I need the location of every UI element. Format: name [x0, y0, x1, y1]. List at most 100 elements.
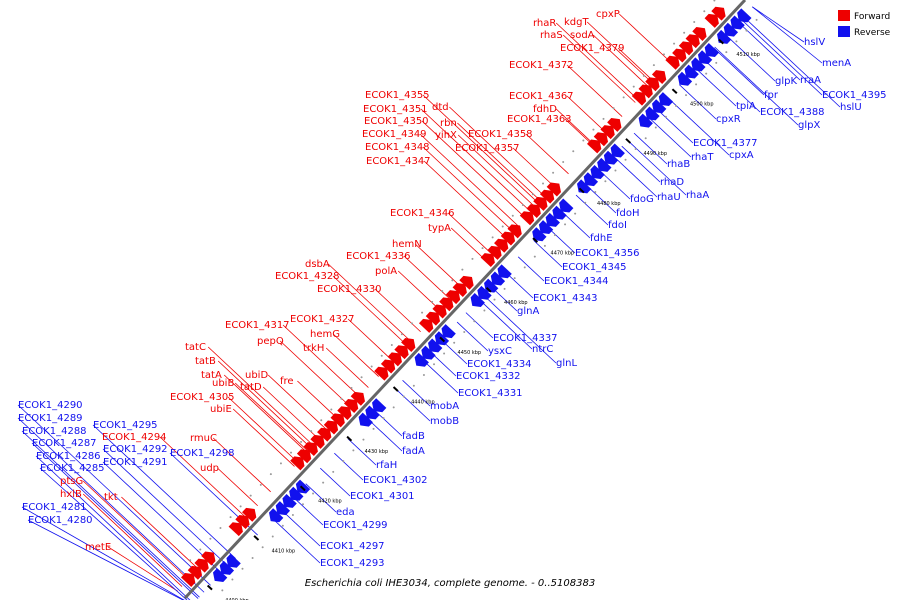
- forward-gene: [337, 406, 352, 421]
- scale-dot: [501, 225, 504, 228]
- reverse-gene: [583, 172, 599, 187]
- scale-dot: [350, 387, 353, 390]
- scale-dot: [291, 513, 294, 516]
- scale-dot: [269, 473, 272, 476]
- gene-label: metE: [85, 542, 111, 553]
- scale-tick-mark: [392, 386, 399, 392]
- scale-tick-label: 4470 kbp: [551, 250, 575, 256]
- scale-dot: [745, 29, 748, 32]
- gene-label: ECOK1_4327: [290, 314, 355, 325]
- label-leader-line: [82, 493, 183, 587]
- label-leader-line: [267, 374, 329, 432]
- label-leader-line: [648, 117, 692, 158]
- reverse-gene: [610, 143, 625, 158]
- label-leader-line: [627, 139, 687, 196]
- forward-gene: [180, 573, 196, 587]
- label-leader-line: [320, 467, 351, 497]
- forward-gene: [586, 139, 602, 154]
- gene-label: glpK: [775, 76, 797, 87]
- label-leader-line: [482, 294, 557, 364]
- scale-dot: [634, 147, 637, 150]
- gene-label: fpr: [764, 90, 779, 101]
- scale-dot: [199, 548, 202, 551]
- label-leader-line: [555, 108, 596, 146]
- gene-label: ECOK1_4288: [22, 426, 87, 437]
- label-leader-line: [102, 461, 223, 574]
- label-leader-line: [612, 155, 658, 198]
- scale-dot: [552, 171, 555, 174]
- scale-dot: [683, 31, 686, 34]
- gene-label: dsbA: [305, 259, 330, 270]
- label-leader-line: [456, 321, 489, 352]
- scale-dot: [473, 320, 476, 323]
- label-leader-line: [17, 417, 205, 593]
- forward-gene: [439, 297, 454, 312]
- gene-label: ECOK1_4363: [507, 114, 572, 125]
- gene-label: glpX: [798, 120, 820, 131]
- gene-label: ECOK1_4292: [103, 444, 168, 455]
- forward-gene: [418, 318, 434, 333]
- gene-label: ECOK1_4348: [365, 142, 430, 153]
- gene-label: rhaR: [533, 18, 556, 29]
- scale-dot: [402, 395, 405, 398]
- label-leader-line: [297, 380, 339, 420]
- gene-label: ntrC: [532, 344, 553, 355]
- label-leader-line: [107, 546, 178, 592]
- scale-tick-mark: [439, 336, 446, 343]
- scale-dot: [543, 244, 546, 247]
- scale-dot: [491, 236, 494, 239]
- gene-label: ECOK1_4367: [509, 91, 574, 102]
- reverse-gene: [295, 479, 311, 494]
- label-leader-line: [694, 67, 737, 107]
- gene-label: ECOK1_4298: [170, 448, 235, 459]
- gene-label: hemG: [310, 329, 340, 340]
- scale-dot: [654, 126, 657, 129]
- scale-dot: [231, 578, 234, 581]
- scale-tick-mark: [532, 237, 539, 243]
- gene-label: ubiE: [210, 404, 232, 415]
- scale-dot: [685, 94, 688, 97]
- label-leader-line: [282, 324, 360, 398]
- reverse-gene: [275, 501, 291, 516]
- scale-dot: [443, 352, 446, 355]
- scale-dot: [239, 505, 242, 508]
- scale-dot: [179, 570, 182, 573]
- reverse-gene: [470, 293, 485, 307]
- gene-label: ECOK1_4299: [323, 520, 388, 531]
- gene-label: tatC: [185, 342, 206, 353]
- scale-dot: [433, 363, 436, 366]
- gene-label: ECOK1_4358: [468, 129, 533, 140]
- scale-dot: [674, 104, 677, 107]
- reverse-gene: [365, 405, 380, 420]
- gene-label: ECOK1_4346: [390, 208, 455, 219]
- scale-dot: [715, 61, 718, 64]
- gene-label: eda: [336, 507, 355, 518]
- forward-gene: [228, 522, 243, 537]
- label-leader-line: [305, 483, 337, 513]
- scale-dot: [652, 64, 655, 67]
- forward-gene: [343, 399, 359, 413]
- scale-dot: [322, 481, 325, 484]
- scale-dot: [553, 234, 556, 237]
- scale-tick-mark: [299, 485, 306, 492]
- label-leader-line: [121, 496, 199, 570]
- forward-gene: [692, 27, 707, 42]
- label-leader-line: [618, 13, 673, 64]
- gene-label: fdoI: [608, 220, 627, 231]
- scale-dot: [229, 516, 232, 519]
- gene-label: ECOK1_4336: [346, 251, 411, 262]
- reverse-gene: [372, 398, 387, 413]
- gene-label: fre: [280, 376, 294, 387]
- scale-dot: [481, 247, 484, 250]
- forward-gene: [201, 551, 216, 566]
- scale-dot: [572, 150, 575, 153]
- label-leader-line: [325, 347, 369, 388]
- scale-dot: [582, 139, 585, 142]
- scale-tick-label: 4400 kbp: [225, 598, 249, 600]
- reverse-gene: [538, 220, 554, 235]
- gene-label: ECOK1_4388: [760, 107, 825, 118]
- scale-tick-mark: [718, 38, 724, 45]
- scale-dot: [330, 408, 333, 411]
- scale-dot: [390, 343, 393, 346]
- gene-label: ECOK1_4377: [693, 138, 758, 149]
